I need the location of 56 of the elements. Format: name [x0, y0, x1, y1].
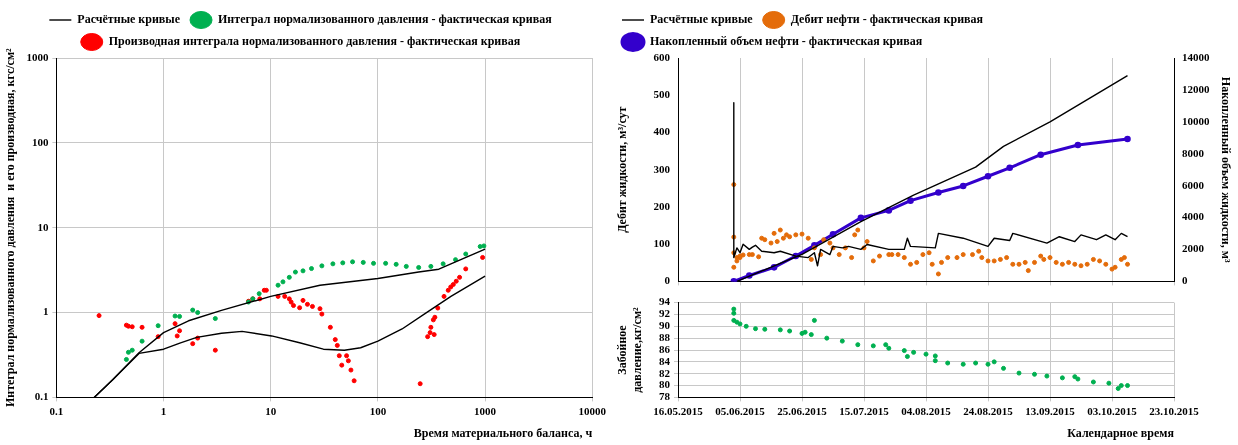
y-tick-label: 200: [653, 199, 671, 212]
y2-tick-label: 8000: [1182, 146, 1205, 159]
y-tick-label: 10: [37, 220, 49, 233]
x-tick-label: 24.08.2015: [963, 404, 1014, 417]
y-tick-label: 600: [653, 50, 671, 63]
x-tick-label: 25.06.2015: [777, 404, 828, 417]
y-tick-label: 100: [31, 135, 49, 148]
x-tick-label: 100: [369, 404, 387, 417]
x-tick-label: 05.06.2015: [715, 404, 766, 417]
legend-label: Расчётные кривые: [650, 12, 754, 27]
y-tick-label: 500: [653, 88, 671, 101]
x-tick-label: 15.07.2015: [839, 404, 890, 417]
legend-label: Дебит нефти - фактическая кривая: [790, 12, 984, 27]
x-tick-label: 16.05.2015: [653, 404, 704, 417]
y-tick-label: 80: [659, 378, 671, 391]
x-tick-label: 1: [160, 404, 167, 417]
y-tick-label: 1: [42, 305, 49, 318]
legend-label: Расчётные кривые: [77, 12, 181, 27]
y-tick-label: 92: [659, 307, 671, 320]
y-tick-label: 82: [659, 366, 671, 379]
x-tick-label: 10000: [578, 404, 607, 417]
y-tick-label: 0.1: [34, 390, 49, 403]
y-tick-label: 84: [659, 354, 671, 367]
y2-tick-label: 2000: [1182, 242, 1205, 255]
y2-tick-label: 4000: [1182, 210, 1205, 223]
x-tick-label: 13.09.2015: [1025, 404, 1076, 417]
y-axis-title: Дебит жидкости, м³/сут: [615, 106, 630, 233]
x-tick-label: 1000: [474, 404, 497, 417]
y-tick-label: 86: [659, 342, 671, 355]
x-tick-label: 03.10.2015: [1087, 404, 1138, 417]
legend-label: Производная интеграла нормализованного давления - фактическая кривая: [108, 34, 521, 49]
y2-tick-label: 10000: [1182, 114, 1210, 127]
x-tick-label: 04.08.2015: [901, 404, 952, 417]
y-tick-label: 400: [653, 125, 671, 138]
y2-tick-label: 12000: [1182, 82, 1210, 95]
x-axis-title: Время материального баланса, ч: [413, 425, 593, 440]
x-axis-title: Календарное время: [1067, 425, 1175, 440]
y2-tick-label: 14000: [1182, 50, 1210, 63]
y2-tick-label: 6000: [1182, 178, 1205, 191]
y-tick-label: 88: [659, 330, 671, 343]
y-tick-label: 1000: [26, 50, 49, 63]
x-tick-label: 0.1: [49, 404, 64, 417]
y-tick-label: 300: [653, 162, 671, 175]
y-tick-label: 0: [664, 274, 671, 287]
x-tick-label: 23.10.2015: [1149, 404, 1200, 417]
x-tick-label: 10: [265, 404, 277, 417]
legend-label: Интеграл нормализованного давления - фактическая кривая: [218, 12, 553, 27]
y2-tick-label: 0: [1182, 274, 1188, 287]
y-tick-label: 100: [653, 237, 671, 250]
y-tick-label: 90: [659, 319, 671, 332]
y-axis-title: Интеграл нормализованного давления и его производная, кгс/см²: [3, 47, 18, 408]
y-tick-label: 78: [659, 390, 671, 403]
y-tick-label: 94: [659, 295, 671, 308]
y2-axis-title: Накопленный объем жидкости, м³: [1218, 76, 1233, 263]
y-axis-title: Забойное давление,кг/см²: [615, 306, 644, 393]
legend-label: Накопленный объем нефти - фактическая кривая: [650, 34, 923, 49]
